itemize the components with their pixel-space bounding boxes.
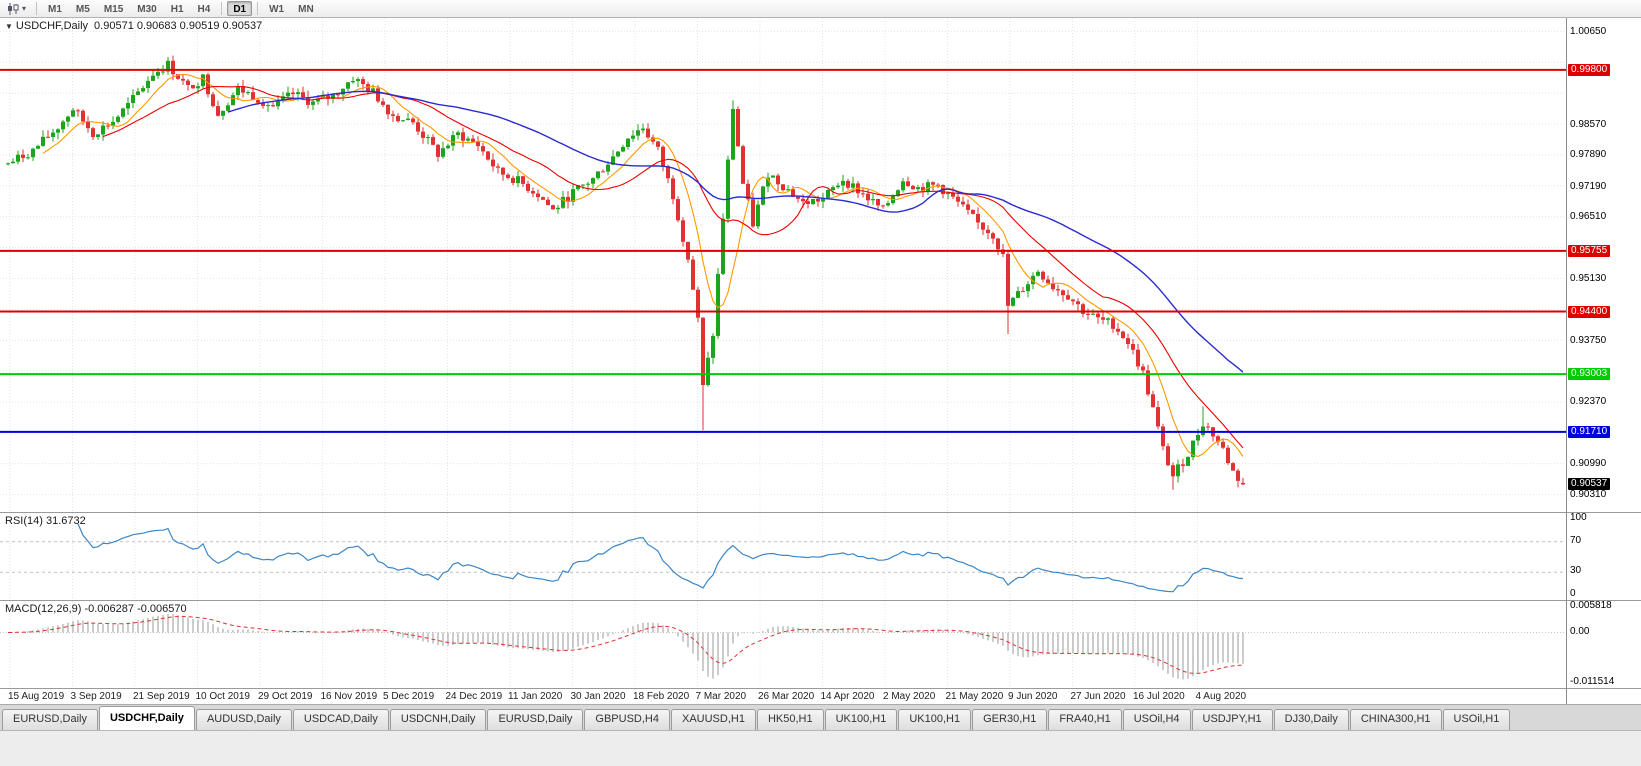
timeframe-button-m5[interactable]: M5 [75, 4, 90, 15]
chart-tab-eurusd-daily[interactable]: EURUSD,Daily [487, 709, 584, 730]
price-tick: 0.97890 [1570, 149, 1607, 161]
symbol-ohlc-label: ▼ USDCHF,Daily 0.90571 0.90683 0.90519 0.9… [5, 20, 262, 32]
macd-tick: 0.00 [1570, 625, 1590, 637]
date-label: 29 Oct 2019 [258, 691, 313, 702]
price-tick: 0.90310 [1570, 488, 1607, 500]
pane-divider [1567, 688, 1641, 689]
symbol-name: USDCHF,Daily [15, 20, 89, 32]
macd-tick: 0.005818 [1570, 600, 1612, 611]
toolbar-separator [257, 2, 259, 15]
date-label: 16 Nov 2019 [320, 691, 378, 702]
date-label: 14 Apr 2020 [820, 691, 875, 702]
rsi-tick: 100 [1570, 512, 1587, 523]
timeframe-button-h4[interactable]: H4 [197, 4, 211, 15]
macd-tick: -0.011514 [1570, 676, 1615, 687]
rsi-tick: 0 [1570, 588, 1576, 599]
chart-tabs: EURUSD,Daily USDCHF,Daily AUDUSD,Daily USDC… [0, 704, 1641, 730]
price-axis[interactable]: 1.00650 0.98570 0.97890 0.97190 0.96510 0.951… [1566, 18, 1641, 704]
candlestick-chart[interactable] [0, 18, 1566, 512]
chart-tab-usdcnh-daily[interactable]: USDCNH,Daily [389, 709, 487, 730]
timeframe-button-w1[interactable]: W1 [269, 4, 285, 15]
pane-divider [1567, 512, 1641, 513]
chart-tab-uk100-h1[interactable]: UK100,H1 [824, 709, 898, 730]
chart-tab-gbpusd-h4[interactable]: GBPUSD,H4 [584, 709, 670, 730]
date-label: 27 Jun 2020 [1070, 691, 1126, 702]
date-label: 3 Sep 2019 [70, 691, 122, 702]
timeframe-toolbar: ▾ M1 M5 M15 M30 H1 H4 D1 W1 MN [0, 0, 1641, 18]
date-label: 24 Dec 2019 [445, 691, 503, 702]
rsi-tick: 30 [1570, 565, 1582, 577]
chart-tab-usdchf-daily[interactable]: USDCHF,Daily [98, 706, 195, 730]
price-level-label: 0.94400 [1568, 305, 1611, 318]
chart-region: ▼ USDCHF,Daily 0.90571 0.90683 0.90519 0.9… [0, 18, 1641, 704]
macd-chart[interactable] [0, 601, 1566, 688]
macd-label: MACD(12,26,9) -0.006287 -0.006570 [5, 603, 187, 615]
price-tick: 0.93750 [1570, 334, 1607, 346]
toolbar-separator [221, 2, 223, 15]
date-label: 30 Jan 2020 [570, 691, 626, 702]
price-level-label: 0.99800 [1568, 63, 1611, 76]
timeframe-button-d1[interactable]: D1 [227, 1, 253, 16]
toolbar-separator [36, 2, 37, 15]
price-tick: 0.92370 [1570, 396, 1607, 408]
chart-tab-xauusd-h1[interactable]: XAUUSD,H1 [670, 709, 756, 730]
price-tick: 0.98570 [1570, 118, 1607, 130]
timeframe-button-m15[interactable]: M15 [103, 4, 124, 15]
timeframe-buttons: M1 M5 M15 M30 H1 H4 D1 W1 MN [41, 1, 321, 16]
price-tick: 0.95130 [1570, 272, 1607, 284]
date-label: 2 May 2020 [883, 691, 936, 702]
collapse-chart-arrow-icon[interactable]: ▼ [5, 22, 13, 31]
plot-column: ▼ USDCHF,Daily 0.90571 0.90683 0.90519 0.9… [0, 18, 1566, 704]
timeframe-button-m1[interactable]: M1 [48, 4, 62, 15]
macd-pane[interactable]: MACD(12,26,9) -0.006287 -0.006570 [0, 600, 1566, 688]
chart-tab-dj30-daily[interactable]: DJ30,Daily [1273, 709, 1349, 730]
chart-tab-usdcad-daily[interactable]: USDCAD,Daily [292, 709, 389, 730]
date-label: 26 Mar 2020 [758, 691, 815, 702]
chart-tab-usoil-h4[interactable]: USOil,H4 [1122, 709, 1191, 730]
date-label: 15 Aug 2019 [8, 691, 65, 702]
price-level-label: 0.93003 [1568, 368, 1611, 381]
date-label: 4 Aug 2020 [1195, 691, 1247, 702]
date-label: 11 Jan 2020 [508, 691, 563, 702]
chart-tab-usoil-h1[interactable]: USOil,H1 [1442, 709, 1511, 730]
main-chart-pane[interactable]: ▼ USDCHF,Daily 0.90571 0.90683 0.90519 0.9… [0, 18, 1566, 512]
chart-tab-hk50-h1[interactable]: HK50,H1 [756, 709, 824, 730]
chart-tab-china300-h1[interactable]: CHINA300,H1 [1349, 709, 1442, 730]
price-tick: 0.96510 [1570, 211, 1607, 223]
price-tick: 0.90990 [1570, 458, 1607, 470]
price-level-label: 0.91710 [1568, 425, 1611, 438]
chart-tab-ger30-h1[interactable]: GER30,H1 [972, 709, 1048, 730]
price-level-label: 0.95755 [1568, 244, 1611, 257]
chart-tab-uk100-h1[interactable]: UK100,H1 [898, 709, 972, 730]
candlestick-chart-icon[interactable] [4, 1, 22, 17]
pane-divider [1567, 600, 1641, 601]
date-label: 9 Jun 2020 [1008, 691, 1058, 702]
dropdown-caret-icon[interactable]: ▾ [22, 4, 27, 13]
price-tick: 0.97190 [1570, 180, 1607, 192]
rsi-pane[interactable]: RSI(14) 31.6732 [0, 512, 1566, 600]
rsi-chart[interactable] [0, 513, 1566, 600]
rsi-tick: 70 [1570, 534, 1582, 546]
date-label: 21 Sep 2019 [133, 691, 190, 702]
price-tick: 1.00650 [1570, 25, 1607, 37]
current-price-label: 0.90537 [1568, 478, 1611, 491]
date-label: 5 Dec 2019 [383, 691, 435, 702]
chart-tab-fra40-h1[interactable]: FRA40,H1 [1048, 709, 1122, 730]
status-bar [0, 730, 1641, 766]
timeframe-button-h1[interactable]: H1 [170, 4, 184, 15]
timeframe-button-m30[interactable]: M30 [137, 4, 157, 15]
date-label: 7 Mar 2020 [695, 691, 747, 702]
date-label: 16 Jul 2020 [1133, 691, 1185, 702]
date-label: 10 Oct 2019 [195, 691, 250, 702]
chart-tab-audusd-daily[interactable]: AUDUSD,Daily [195, 709, 292, 730]
chart-tab-eurusd-daily[interactable]: EURUSD,Daily [2, 709, 98, 730]
date-axis[interactable]: 15 Aug 2019 3 Sep 2019 21 Sep 2019 10 Oct 2… [0, 688, 1566, 704]
ohlc-values: 0.90571 0.90683 0.90519 0.90537 [94, 20, 263, 32]
date-label: 18 Feb 2020 [633, 691, 690, 702]
timeframe-button-mn[interactable]: MN [298, 4, 314, 15]
rsi-label: RSI(14) 31.6732 [5, 515, 86, 527]
date-label: 21 May 2020 [945, 691, 1004, 702]
chart-tab-usdjpy-h1[interactable]: USDJPY,H1 [1191, 709, 1273, 730]
